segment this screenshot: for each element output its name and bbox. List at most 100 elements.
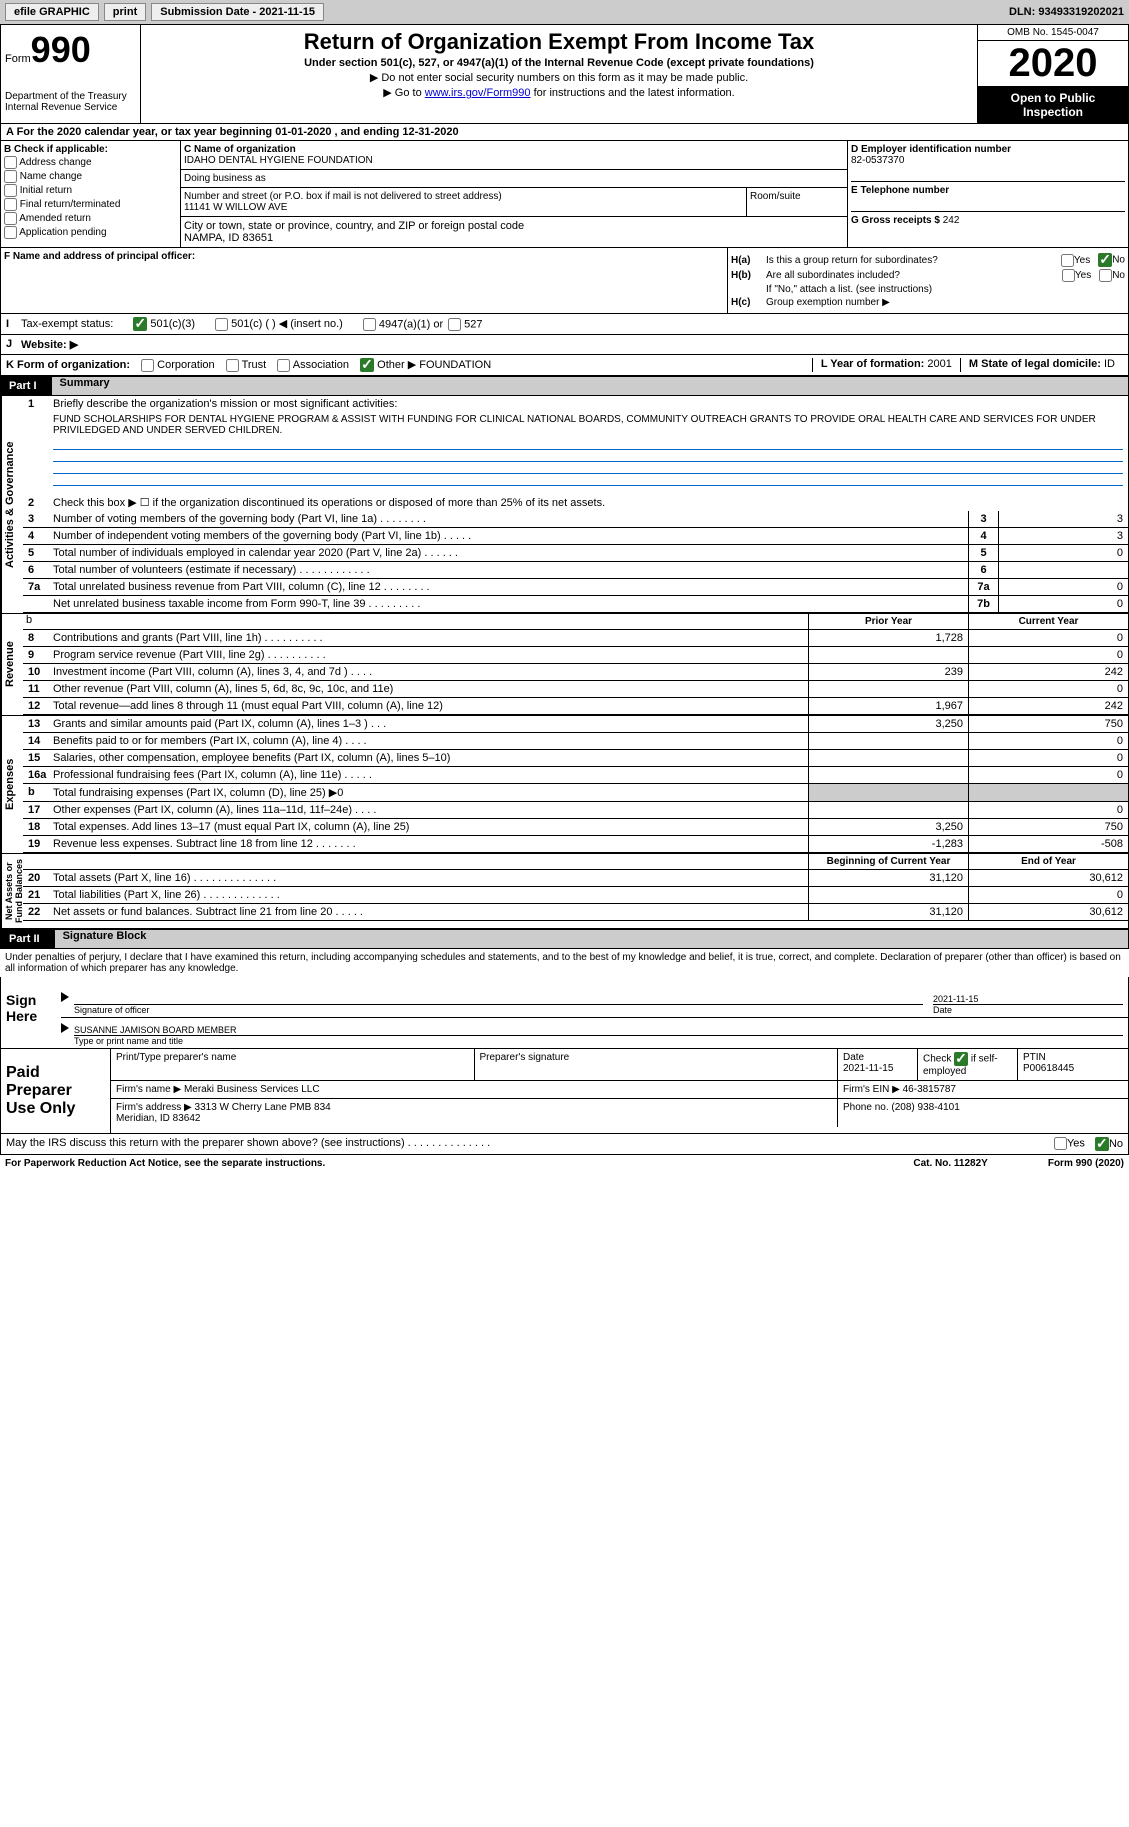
discuss-text: May the IRS discuss this return with the…: [6, 1137, 1054, 1151]
blue-line: [53, 450, 1123, 462]
form-title: Return of Organization Exempt From Incom…: [145, 29, 973, 55]
row-k: K Form of organization: Corporation Trus…: [0, 355, 1129, 376]
footer-right: Form 990 (2020): [1048, 1158, 1124, 1169]
form-header: Form990 Department of the Treasury Inter…: [0, 24, 1129, 124]
rev-row: 8Contributions and grants (Part VIII, li…: [23, 630, 1128, 647]
declaration: Under penalties of perjury, I declare th…: [0, 949, 1129, 977]
hb-note: If "No," attach a list. (see instruction…: [731, 284, 1125, 295]
gross-value: 242: [943, 215, 960, 226]
section-c: C Name of organization IDAHO DENTAL HYGI…: [181, 141, 848, 247]
opt-4947[interactable]: 4947(a)(1) or: [363, 318, 443, 331]
ha-yes[interactable]: Yes: [1061, 254, 1090, 267]
hb-yes[interactable]: Yes: [1062, 269, 1091, 282]
section-d: D Employer identification number 82-0537…: [848, 141, 1128, 247]
efile-button[interactable]: efile GRAPHIC: [5, 3, 99, 21]
row-j-label: J: [6, 338, 21, 351]
city-value: NAMPA, ID 83651: [184, 232, 844, 244]
footer-left: For Paperwork Reduction Act Notice, see …: [5, 1158, 325, 1169]
year-formation: L Year of formation: 2001: [812, 358, 960, 372]
opt-trust[interactable]: Trust: [226, 359, 267, 371]
addr-value: 11141 W WILLOW AVE: [184, 202, 743, 213]
part1-header: Part I Summary: [0, 376, 1129, 396]
exp-row: 19Revenue less expenses. Subtract line 1…: [23, 836, 1128, 853]
period-row: A For the 2020 calendar year, or tax yea…: [0, 124, 1129, 141]
section-b-header: B Check if applicable:: [4, 144, 177, 155]
officer-name: SUSANNE JAMISON BOARD MEMBER: [74, 1025, 1123, 1035]
ha-no[interactable]: No: [1098, 253, 1125, 267]
opt-assoc[interactable]: Association: [277, 359, 349, 371]
gov-row: 6Total number of volunteers (estimate if…: [23, 562, 1128, 579]
part1-revenue: Revenue b Prior Year Current Year 8Contr…: [0, 614, 1129, 716]
opt-corp[interactable]: Corporation: [141, 359, 215, 371]
prep-name-label: Print/Type preparer's name: [111, 1049, 475, 1080]
irs-link[interactable]: www.irs.gov/Form990: [425, 87, 531, 99]
opt-other[interactable]: Other ▶: [360, 359, 416, 371]
discuss-no[interactable]: No: [1095, 1137, 1123, 1151]
org-name-label: C Name of organization: [184, 144, 844, 155]
sig-officer-label: Signature of officer: [74, 1004, 923, 1015]
arrow-icon: [61, 992, 69, 1002]
check-final-return[interactable]: Final return/terminated: [4, 198, 177, 211]
ha-text: Is this a group return for subordinates?: [766, 255, 1061, 266]
hb-no[interactable]: No: [1099, 269, 1125, 282]
check-amended-return[interactable]: Amended return: [4, 212, 177, 225]
row-i-label: I: [6, 318, 21, 330]
section-f-h: F Name and address of principal officer:…: [0, 248, 1129, 314]
gov-row: 3Number of voting members of the governi…: [23, 511, 1128, 528]
check-app-pending[interactable]: Application pending: [4, 226, 177, 239]
exp-row: 15Salaries, other compensation, employee…: [23, 750, 1128, 767]
warning-goto: ▶ Go to www.irs.gov/Form990 for instruct…: [145, 86, 973, 99]
exp-row: 17Other expenses (Part IX, column (A), l…: [23, 802, 1128, 819]
website-label: Website: ▶: [21, 338, 78, 351]
discuss-row: May the IRS discuss this return with the…: [0, 1134, 1129, 1155]
preparer-section: Paid Preparer Use Only Print/Type prepar…: [0, 1049, 1129, 1134]
submission-button[interactable]: Submission Date - 2021-11-15: [151, 3, 324, 21]
row-k-label: K Form of organization:: [6, 359, 130, 371]
section-b-c-d: B Check if applicable: Address change Na…: [0, 141, 1129, 248]
city-label: City or town, state or province, country…: [184, 220, 844, 232]
part1-governance: Activities & Governance 1 Briefly descri…: [0, 396, 1129, 614]
col-end: End of Year: [968, 854, 1128, 869]
sig-date: 2021-11-15: [933, 994, 1123, 1004]
part2-header: Part II Signature Block: [0, 929, 1129, 949]
exp-row: 18Total expenses. Add lines 13–17 (must …: [23, 819, 1128, 836]
check-self-employed[interactable]: Check if self-employed: [918, 1049, 1018, 1080]
opt-501c3[interactable]: 501(c)(3): [133, 317, 195, 331]
footer-center: Cat. No. 11282Y: [913, 1158, 987, 1169]
gov-row: 5Total number of individuals employed in…: [23, 545, 1128, 562]
ptin-value: P00618445: [1023, 1063, 1123, 1074]
hc-label: H(c): [731, 297, 766, 308]
exp-row: 14Benefits paid to or for members (Part …: [23, 733, 1128, 750]
prep-date: 2021-11-15: [843, 1063, 912, 1074]
omb-number: OMB No. 1545-0047: [978, 25, 1128, 41]
tax-exempt-label: Tax-exempt status:: [21, 318, 113, 330]
check-initial-return[interactable]: Initial return: [4, 184, 177, 197]
check-address-change[interactable]: Address change: [4, 156, 177, 169]
opt-527[interactable]: 527: [448, 318, 482, 331]
prep-date-label: Date: [843, 1052, 912, 1063]
mission-text: FUND SCHOLARSHIPS FOR DENTAL HYGIENE PRO…: [23, 412, 1128, 438]
form-subtitle: Under section 501(c), 527, or 4947(a)(1)…: [145, 57, 973, 69]
gov-row: 4Number of independent voting members of…: [23, 528, 1128, 545]
vert-governance: Activities & Governance: [1, 396, 23, 613]
ein-label: D Employer identification number: [851, 144, 1125, 155]
form-number: Form990: [5, 29, 136, 71]
blue-line: [53, 462, 1123, 474]
opt-501c[interactable]: 501(c) ( ) ◀ (insert no.): [215, 317, 343, 331]
top-bar: efile GRAPHIC print Submission Date - 20…: [0, 0, 1129, 24]
na-row: 22Net assets or fund balances. Subtract …: [23, 904, 1128, 921]
print-button[interactable]: print: [104, 3, 146, 21]
check-name-change[interactable]: Name change: [4, 170, 177, 183]
tax-year: 2020: [978, 41, 1128, 87]
ha-label: H(a): [731, 255, 766, 266]
vert-expenses: Expenses: [1, 716, 23, 853]
na-row: 20Total assets (Part X, line 16) . . . .…: [23, 870, 1128, 887]
exp-row: 16aProfessional fundraising fees (Part I…: [23, 767, 1128, 784]
rev-row: 10Investment income (Part VIII, column (…: [23, 664, 1128, 681]
room-suite-label: Room/suite: [747, 188, 847, 216]
discuss-yes[interactable]: Yes: [1054, 1137, 1085, 1151]
row-j: J Website: ▶: [0, 335, 1129, 355]
dba-label: Doing business as: [184, 173, 844, 184]
sign-here-label: Sign Here: [1, 977, 61, 1048]
gov-row: 7aTotal unrelated business revenue from …: [23, 579, 1128, 596]
